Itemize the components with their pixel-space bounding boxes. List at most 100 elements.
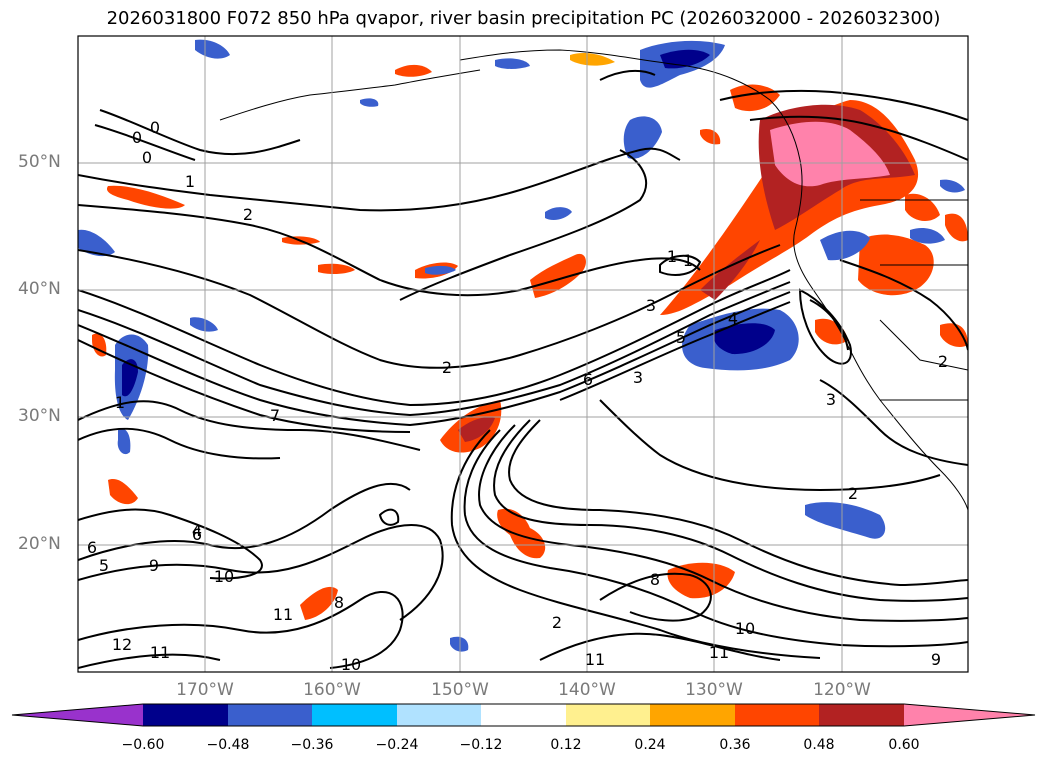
- precip-region: [905, 193, 940, 222]
- precip-region: [318, 263, 355, 275]
- contour-label: 0: [132, 128, 142, 147]
- contour-label: 9: [931, 650, 941, 669]
- contour-labels: 0 0 0 1 2 2 1 1 3 5 4 2 6 3 7 1 4 6 6 5 …: [87, 118, 948, 674]
- contour-line: [78, 244, 781, 369]
- colorbar-segment: [312, 704, 397, 726]
- longitude-label: 150°W: [431, 680, 489, 700]
- contour-label: 12: [112, 635, 132, 654]
- contour-label: 4: [192, 521, 202, 540]
- latitude-label: 50°N: [18, 152, 61, 172]
- contour-line: [839, 259, 968, 351]
- contour-label: 0: [150, 118, 160, 137]
- contour-line: [463, 429, 968, 648]
- contour-label: 5: [676, 328, 686, 347]
- contour-label: 3: [633, 368, 643, 387]
- precip-region: [940, 179, 965, 193]
- latitude-label: 30°N: [18, 406, 61, 426]
- contour-label: 6: [87, 538, 97, 557]
- precip-region: [190, 317, 218, 332]
- precip-region: [770, 121, 890, 187]
- precip-region: [117, 428, 131, 455]
- contour-line: [78, 291, 791, 427]
- contour-line: [749, 115, 968, 161]
- contour-label: 2: [552, 613, 562, 632]
- colorbar-segment: [481, 704, 566, 726]
- contour-line: [78, 400, 421, 451]
- precip-negative-shading: [78, 39, 965, 652]
- colorbar-tick-label: 0.60: [888, 737, 920, 753]
- contour-line: [78, 269, 791, 407]
- colorbar-segment: [735, 704, 819, 726]
- precip-region: [395, 64, 432, 77]
- colorbar-tick-label: 0.36: [719, 737, 751, 753]
- precip-region: [360, 98, 379, 107]
- contour-label: 10: [341, 655, 361, 674]
- contour-label: 3: [646, 296, 656, 315]
- precip-region: [700, 240, 760, 300]
- colorbar-min-extension: [12, 704, 143, 726]
- precip-region: [545, 207, 572, 220]
- contour-line: [94, 124, 196, 161]
- contour-label: 8: [650, 570, 660, 589]
- precip-region: [300, 586, 338, 620]
- latitude-label: 20°N: [18, 534, 61, 554]
- precip-region: [195, 39, 230, 59]
- precip-region: [623, 116, 662, 159]
- precip-region: [815, 318, 848, 345]
- colorbar-tick-label: 0.48: [803, 737, 835, 753]
- gridlines: [78, 36, 968, 672]
- figure-title: 2026031800 F072 850 hPa qvapor, river ba…: [106, 8, 941, 29]
- colorbar-tick-label: −0.36: [290, 737, 334, 753]
- contour-label: 1: [683, 251, 693, 270]
- contour-label: 8: [334, 593, 344, 612]
- colorbar-segment: [650, 704, 735, 726]
- longitude-label: 170°W: [176, 680, 234, 700]
- precip-region: [910, 228, 945, 244]
- contour-line: [493, 419, 968, 602]
- contour-line: [508, 419, 968, 587]
- precip-region: [713, 323, 775, 355]
- colorbar-segment: [819, 704, 904, 726]
- precip-positive-shading: [92, 52, 968, 620]
- contour-label: 2: [442, 358, 452, 377]
- contour-line: [78, 281, 791, 417]
- contour-label: 4: [728, 309, 738, 328]
- precip-region: [450, 636, 469, 652]
- colorbar-segment: [143, 704, 228, 726]
- contour-line: [78, 508, 263, 580]
- contour-line: [78, 653, 221, 669]
- contour-line: [719, 89, 968, 121]
- longitude-label: 120°W: [813, 680, 871, 700]
- precip-region: [108, 479, 138, 505]
- contour-label: 1: [667, 247, 677, 266]
- contour-line: [478, 424, 968, 622]
- map-frame: [77, 35, 969, 673]
- precip-region: [497, 508, 546, 559]
- colorbar-segment: [228, 704, 312, 726]
- coastline: [459, 49, 968, 511]
- precip-region: [940, 323, 968, 347]
- border-line: [879, 319, 968, 371]
- latitude-label: 40°N: [18, 279, 61, 299]
- precip-region: [700, 128, 721, 145]
- coastlines: [219, 49, 968, 511]
- contour-line: [78, 590, 404, 669]
- contour-line: [78, 427, 281, 460]
- colorbar-tick-label: 0.12: [550, 737, 582, 753]
- precip-region: [495, 58, 530, 69]
- colorbar-tick-label: −0.12: [459, 737, 503, 753]
- precip-region: [820, 230, 870, 261]
- contour-line: [599, 69, 656, 81]
- contour-line: [599, 572, 712, 622]
- contour-label: 2: [848, 484, 858, 503]
- contour-label: 7: [270, 406, 280, 425]
- precip-region: [458, 417, 495, 442]
- contour-label: 9: [149, 556, 159, 575]
- contour-label: 5: [99, 556, 109, 575]
- precip-region: [730, 84, 780, 112]
- coastline: [219, 69, 481, 121]
- contour-line: [378, 508, 400, 526]
- contour-label: 2: [938, 352, 948, 371]
- contour-label: 11: [709, 643, 729, 662]
